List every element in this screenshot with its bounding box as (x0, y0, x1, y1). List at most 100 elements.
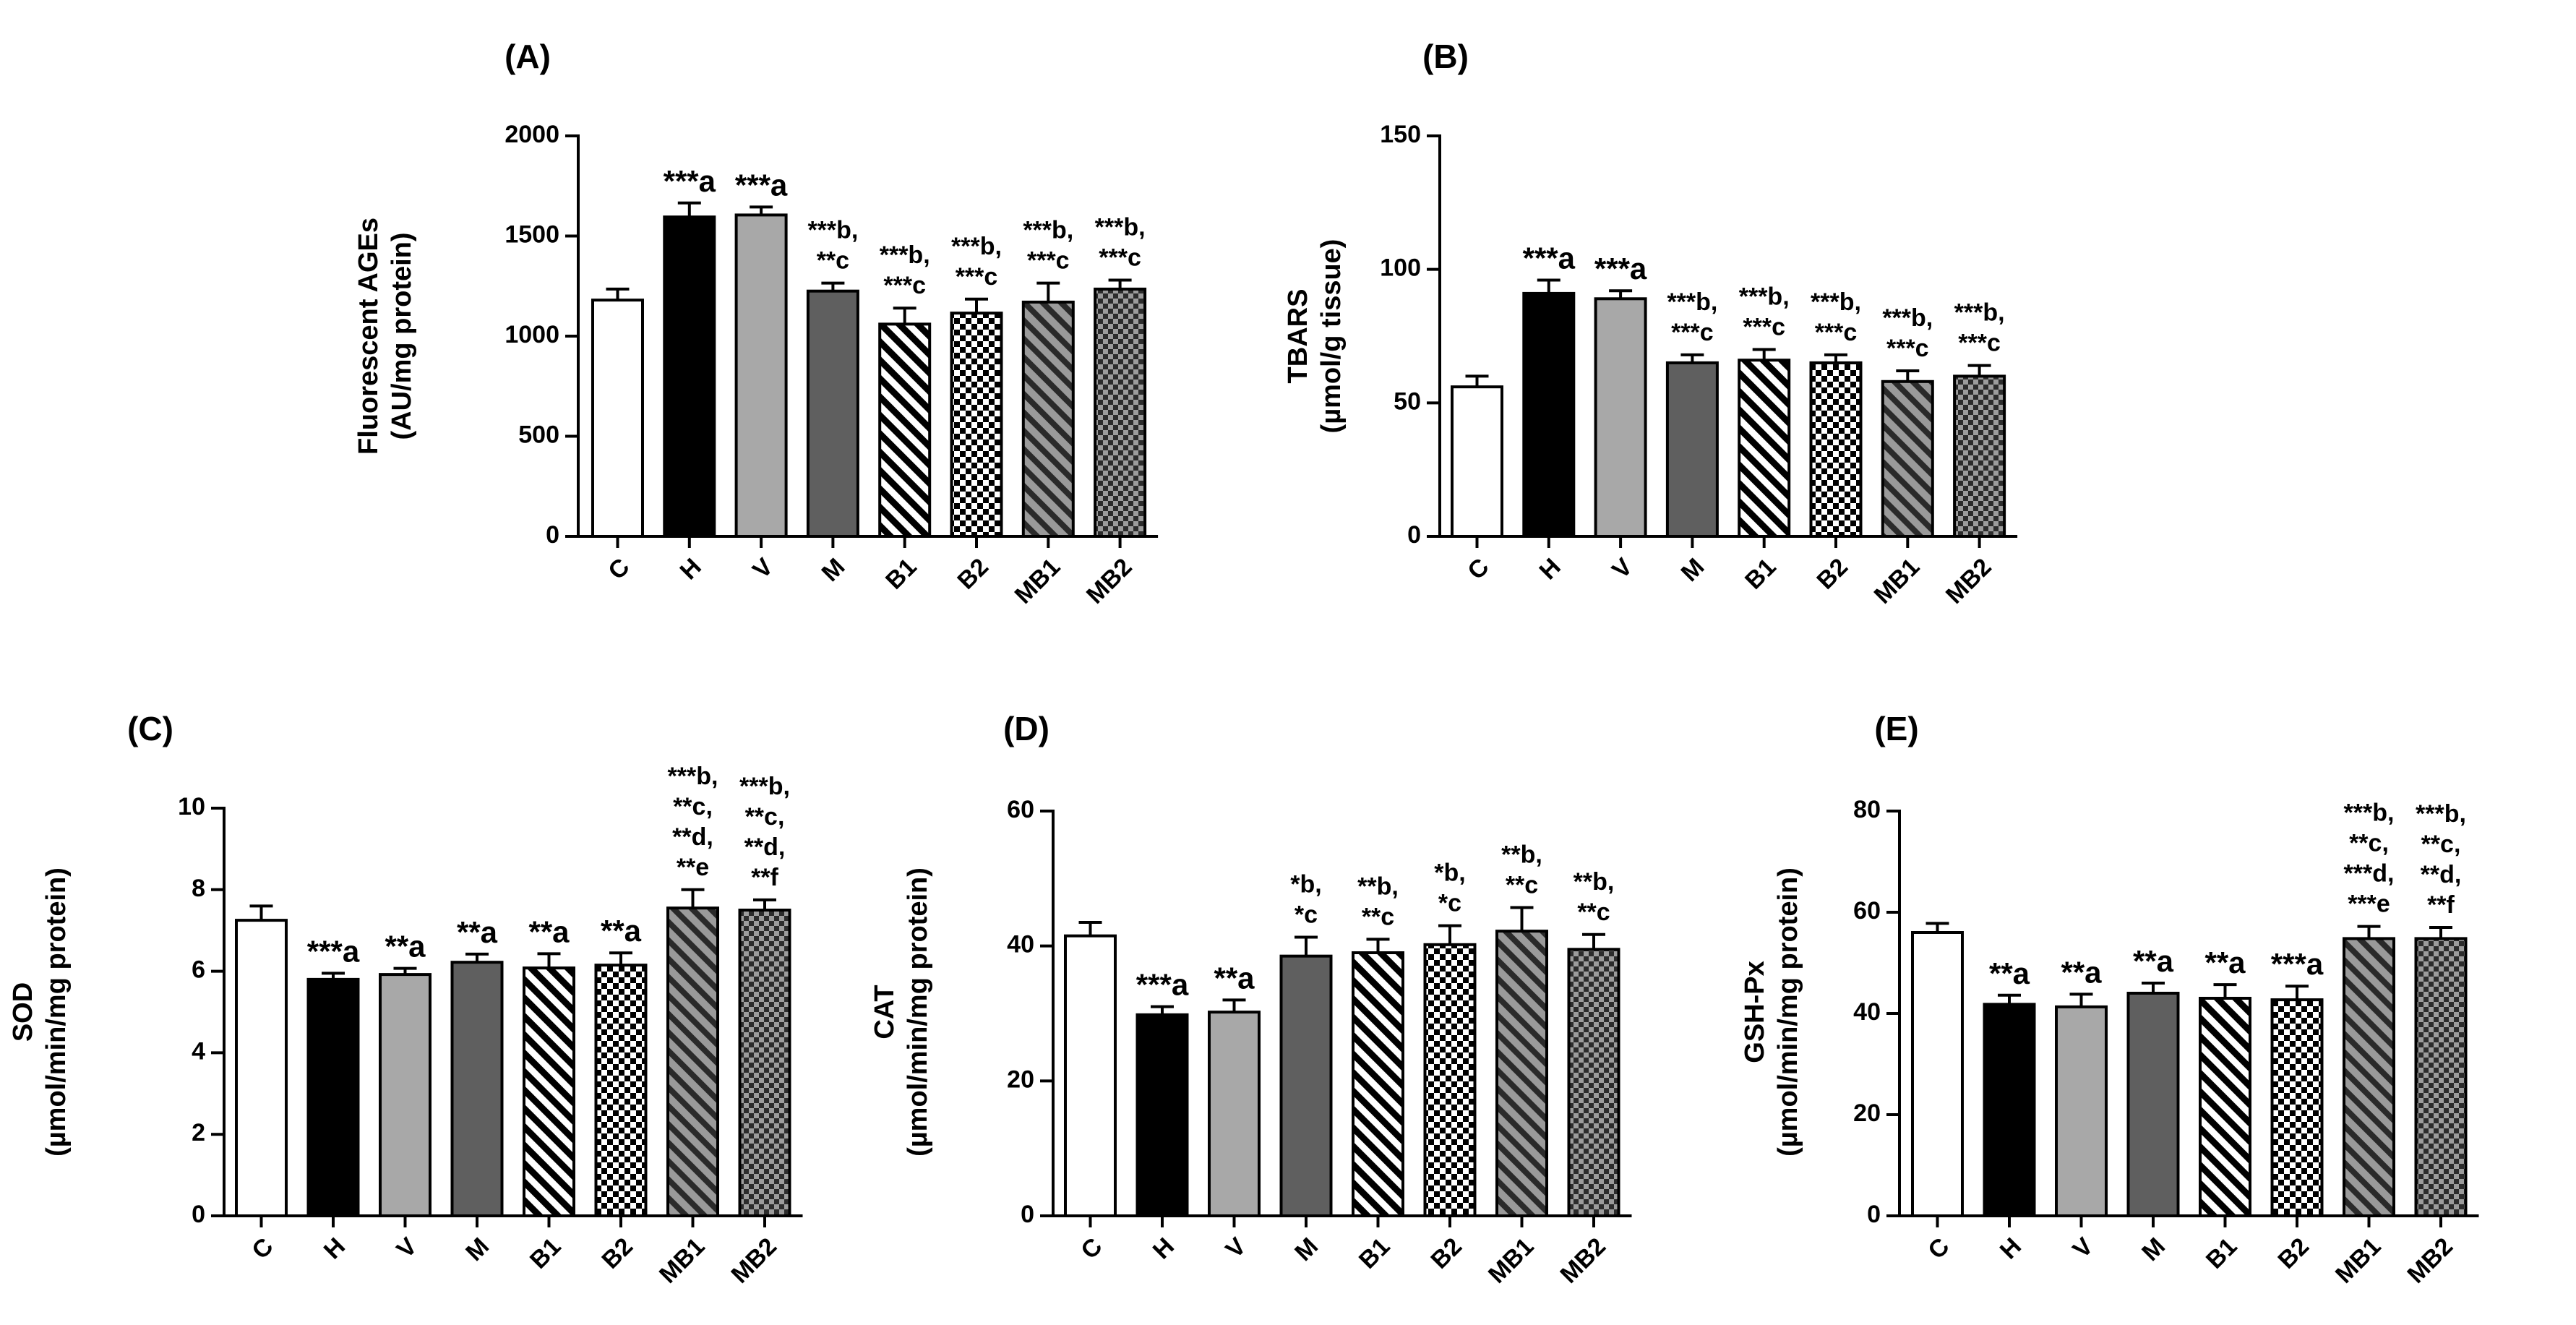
significance-label: ***a (2271, 947, 2324, 981)
significance-label: ***b, (951, 233, 1002, 260)
significance-label: **b, (1357, 872, 1399, 900)
bar-c (235, 919, 288, 1217)
x-tick-label-b1: B1 (2201, 1232, 2243, 1274)
bar-h (1135, 1013, 1189, 1218)
y-tick-label: 4 (192, 1037, 205, 1065)
x-tick-label-b1: B1 (880, 553, 922, 595)
significance-label: *b, (1434, 859, 1465, 887)
x-tick-label-m: M (460, 1232, 494, 1266)
significance-label: ***b, (1954, 299, 2005, 327)
bar-b2 (1809, 361, 1863, 538)
y-tick-label: 150 (1380, 121, 1421, 148)
significance-label: **c (1506, 871, 1538, 899)
x-tick-label-v: V (392, 1232, 423, 1264)
bar-mb2 (2414, 937, 2468, 1218)
y-tick-label: 1500 (505, 220, 559, 248)
significance-label: ***e (2348, 891, 2390, 918)
panel-b: (B) TBARS (µmol/g tissue) 0 50 100 150 C H ***a V *… (1283, 38, 2018, 609)
y-axis-label-line: GSH-Px (1740, 961, 1770, 1063)
y-axis-label: CAT (µmol/min/mg protein) (870, 867, 933, 1157)
x-tick-label-c: C (1462, 553, 1494, 585)
y-tick-label: 500 (518, 421, 559, 448)
bar-v (2055, 1005, 2108, 1218)
x-tick-label-v: V (1607, 553, 1638, 584)
significance-label: *c (1438, 890, 1461, 917)
significance-label: **a (385, 930, 426, 964)
panel-label: (E) (1874, 710, 1918, 747)
bar-b2 (594, 964, 648, 1217)
bar-b1 (523, 966, 575, 1217)
significance-label: **b, (1501, 841, 1542, 868)
y-tick-label: 6 (192, 956, 205, 984)
x-tick-label-v: V (747, 553, 778, 584)
y-axis-label-line: (µmol/min/mg protein) (41, 867, 72, 1157)
bar-mb2 (1094, 287, 1147, 538)
y-axis-label-line: Fluorescent AGEs (353, 218, 384, 455)
y-tick-label: 1000 (505, 321, 559, 348)
y-axis-label-line: (AU/mg protein) (387, 232, 417, 439)
bar-mb1 (1495, 930, 1548, 1217)
significance-label: ***b, (2344, 799, 2395, 827)
significance-label: **e (677, 854, 709, 881)
panel-label: (A) (505, 38, 551, 75)
significance-label: **b, (1573, 868, 1615, 896)
x-tick-label-mb2: MB2 (1081, 553, 1138, 609)
bar-v (1594, 297, 1647, 538)
x-tick-label-mb2: MB2 (726, 1232, 782, 1289)
significance-label: **c, (745, 803, 785, 831)
significance-label: ***a (1594, 252, 1647, 286)
significance-label: ***c (1027, 247, 1070, 275)
significance-label: ***a (664, 164, 716, 198)
bar-v (734, 213, 788, 538)
bar-c (1451, 385, 1503, 538)
bar-mb2 (1953, 374, 2006, 539)
y-tick-label: 20 (1853, 1099, 1881, 1127)
significance-label: **c (1577, 899, 1610, 926)
x-tick-label-mb1: MB1 (654, 1232, 710, 1289)
x-tick-label-h: H (1995, 1232, 2027, 1264)
significance-label: **a (2061, 955, 2102, 989)
bar-c (1911, 931, 1964, 1217)
bar-c (591, 299, 644, 538)
x-tick-label-b2: B2 (952, 553, 994, 595)
x-tick-label-b2: B2 (596, 1232, 638, 1274)
significance-label: ***c (956, 263, 998, 291)
x-tick-label-b1: B1 (1740, 553, 1782, 595)
x-tick-label-m: M (1676, 553, 1710, 587)
panel-label: (B) (1422, 38, 1469, 75)
y-tick-label: 80 (1853, 796, 1881, 823)
x-tick-label-mb2: MB2 (2402, 1232, 2458, 1289)
significance-label: ***c (1671, 319, 1714, 346)
significance-label: **f (751, 864, 778, 891)
y-axis-label: Fluorescent AGEs (AU/mg protein) (353, 218, 417, 455)
bar-h (663, 215, 716, 538)
significance-label: ***b, (2416, 800, 2466, 828)
significance-label: ***b, (1739, 283, 1790, 310)
significance-label: ***b, (739, 773, 790, 800)
bar-m (2126, 992, 2180, 1217)
x-tick-label-h: H (675, 553, 707, 585)
y-tick-label: 60 (1007, 796, 1034, 823)
bar-mb2 (1567, 948, 1620, 1218)
bar-mb1 (1881, 380, 1934, 539)
y-tick-label: 2000 (505, 121, 559, 148)
bar-v (1208, 1011, 1261, 1217)
bar-b2 (950, 312, 1003, 538)
significance-label: ***c (1958, 330, 2001, 357)
y-axis-label: TBARS (µmol/g tissue) (1283, 239, 1347, 434)
y-axis-label-line: CAT (870, 985, 900, 1039)
significance-label: ***a (1523, 241, 1576, 275)
significance-label: ***a (735, 168, 788, 202)
significance-label: ***d, (2344, 860, 2395, 888)
significance-label: **a (528, 914, 570, 948)
significance-label: ***a (307, 934, 360, 968)
bar-mb2 (738, 909, 791, 1217)
bar-b2 (1423, 943, 1477, 1218)
significance-label: **c, (2421, 831, 2461, 858)
x-tick-label-c: C (1923, 1232, 1954, 1264)
x-tick-label-v: V (2068, 1232, 2099, 1264)
x-tick-label-b2: B2 (2272, 1232, 2314, 1274)
x-tick-label-mb1: MB1 (1010, 553, 1066, 609)
bar-c (1064, 934, 1117, 1217)
bar-v (379, 973, 432, 1218)
